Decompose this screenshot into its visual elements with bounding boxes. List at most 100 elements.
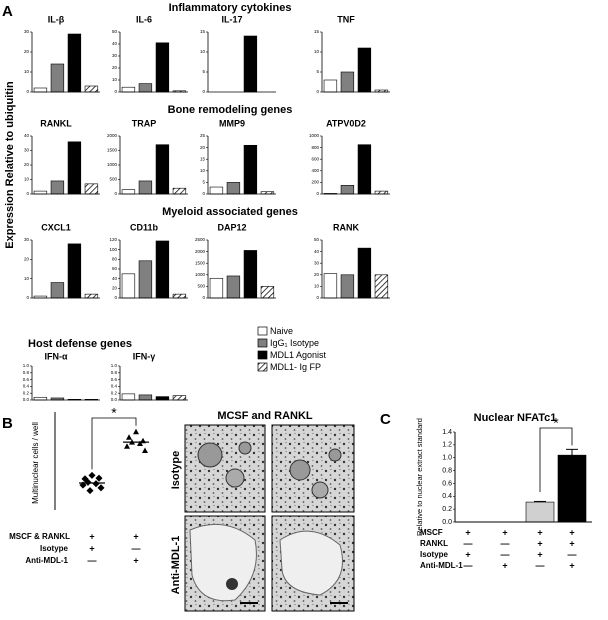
y-tick-label: 0.4 — [23, 384, 30, 389]
y-tick-label: 30 — [314, 260, 320, 265]
bar — [50, 63, 65, 93]
bar — [374, 190, 389, 195]
condition-label: RANKL — [420, 539, 448, 548]
chart-title: IL-6 — [136, 14, 152, 24]
bar — [84, 85, 99, 93]
bar — [33, 396, 48, 401]
section-title: Bone remodeling genes — [168, 104, 293, 116]
y-tick-label: 40 — [112, 276, 118, 281]
y-tick-label: 1.4 — [442, 429, 452, 436]
bar — [374, 274, 389, 299]
bar — [138, 260, 153, 299]
bar — [323, 273, 338, 299]
bar — [243, 144, 258, 195]
y-tick-label: 5 — [316, 69, 319, 74]
y-tick-label: 800 — [311, 145, 319, 150]
y-tick-label: 10 — [24, 69, 30, 74]
y-tick-label: 20 — [112, 286, 118, 291]
y-tick-label: 10 — [24, 276, 30, 281]
y-tick-label: 0.2 — [442, 506, 452, 513]
y-tick-label: 0.0 — [442, 519, 452, 526]
bar — [50, 282, 65, 299]
section-title: Inflammatory cytokines — [169, 2, 292, 14]
bar — [209, 186, 224, 195]
chart-title: IFN-α — [44, 351, 67, 361]
bar — [155, 240, 170, 299]
legend-label: IgG₁ Isotype — [270, 338, 319, 348]
condition-sign: — — [464, 560, 473, 570]
condition-label: Anti-MDL-1 — [25, 556, 68, 565]
micrograph — [271, 424, 355, 513]
annotation: * — [111, 405, 117, 421]
y-tick-label: 5 — [202, 180, 205, 185]
condition-label: Anti-MDL-1 — [420, 561, 463, 570]
bar — [121, 86, 136, 93]
chart-title: RANK — [333, 222, 359, 232]
bar — [243, 250, 258, 299]
y-tick-label: 0.8 — [23, 370, 30, 375]
chart-title: MMP9 — [219, 118, 245, 128]
y-tick-label: 500 — [197, 284, 205, 289]
bar — [155, 42, 170, 93]
bar — [33, 87, 48, 93]
bar — [50, 180, 65, 195]
panel-label: B — [2, 415, 13, 432]
bar — [340, 71, 355, 93]
y-tick-label: 15 — [200, 156, 206, 161]
y-tick-label: 1000 — [107, 162, 118, 167]
condition-sign: + — [465, 549, 470, 559]
y-tick-label: 0 — [26, 295, 29, 300]
y-tick-label: 0.0 — [23, 397, 30, 402]
point — [84, 478, 92, 486]
chart-title: IL-β — [48, 14, 65, 24]
y-tick-label: 0.6 — [442, 480, 452, 487]
y-tick-label: 60 — [112, 266, 118, 271]
y-tick-label: 1000 — [309, 133, 320, 138]
y-tick-label: 10 — [112, 77, 118, 82]
point — [95, 474, 103, 482]
y-tick-label: 80 — [112, 257, 118, 262]
condition-sign: + — [465, 527, 470, 537]
panel-label: C — [380, 411, 391, 428]
condition-sign: + — [537, 549, 542, 559]
condition-sign: + — [502, 560, 507, 570]
condition-sign: + — [569, 538, 574, 548]
point — [142, 447, 148, 453]
legend-swatch — [257, 362, 268, 372]
y-tick-label: 30 — [24, 148, 30, 153]
point — [137, 440, 143, 447]
condition-label: MSCF & RANKL — [9, 532, 70, 541]
point — [126, 434, 132, 440]
bar — [67, 33, 82, 93]
y-tick-label: 30 — [112, 53, 118, 58]
y-tick-label: 400 — [311, 168, 319, 173]
micrograph-row-label: Anti-MDL-1 — [170, 536, 182, 595]
condition-label: Isotype — [40, 544, 69, 553]
bar — [340, 185, 355, 195]
condition-sign: + — [89, 531, 94, 541]
bar — [121, 189, 136, 195]
micrograph-row-label: Isotype — [170, 451, 182, 490]
bar — [557, 454, 587, 523]
bar — [155, 396, 170, 401]
panel-label: A — [2, 3, 13, 20]
bar — [172, 395, 187, 401]
bar — [226, 275, 241, 299]
bar — [121, 393, 136, 401]
y-tick-label: 10 — [200, 168, 206, 173]
y-tick-label: 10 — [24, 177, 30, 182]
bar — [138, 394, 153, 401]
point — [97, 484, 105, 492]
y-tick-label: 0.4 — [111, 384, 118, 389]
y-tick-label: 0 — [202, 295, 205, 300]
condition-sign: + — [133, 531, 138, 541]
y-axis-label: Relative to nuclear extract standard — [415, 418, 424, 536]
legend-label: Naive — [270, 326, 293, 336]
significance-bracket — [539, 427, 573, 493]
chart-title: TNF — [337, 14, 355, 24]
condition-sign: — — [501, 549, 510, 559]
y-tick-label: 20 — [24, 49, 30, 54]
micrograph — [184, 515, 266, 612]
